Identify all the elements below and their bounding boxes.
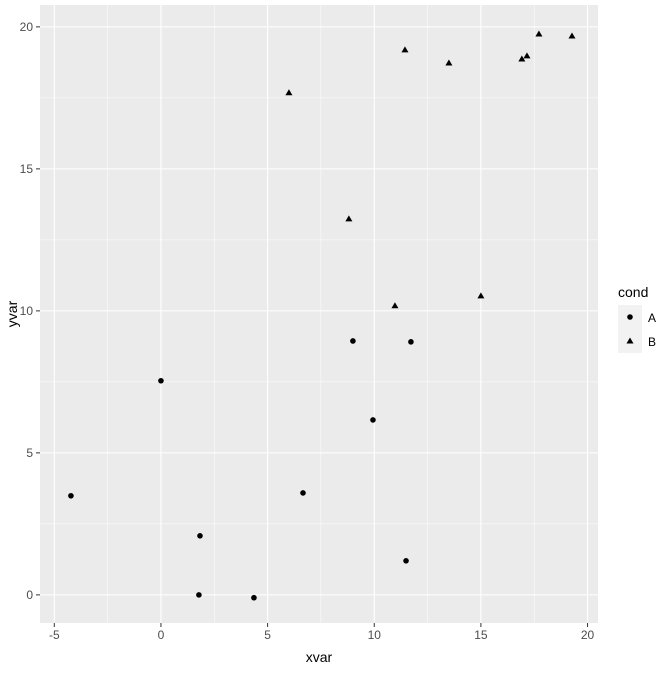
point-a [68, 492, 74, 499]
legend-marker-b [626, 337, 634, 344]
y-tick-label: 5 [26, 446, 33, 460]
legend-label-a: A [648, 311, 656, 325]
point-b [391, 302, 399, 309]
x-tick-label: 20 [581, 628, 595, 642]
x-tick-label: -5 [49, 628, 60, 642]
legend-marker-a [627, 314, 633, 320]
point-a [403, 558, 409, 564]
plot-panel [40, 5, 598, 623]
point-a [300, 490, 306, 496]
point-b [568, 32, 576, 39]
point-a [158, 377, 164, 384]
legend-label-b: B [648, 335, 656, 349]
point-a [251, 594, 257, 601]
point-a [197, 533, 203, 539]
point-b [445, 59, 453, 66]
x-tick-label: 10 [368, 628, 382, 642]
point-b [477, 292, 485, 299]
x-tick-label: 5 [264, 628, 271, 642]
x-tick-label: 15 [474, 628, 488, 642]
point-b [401, 46, 409, 53]
point-b [518, 55, 526, 62]
point-b [285, 89, 293, 96]
y-tick-label: 15 [20, 162, 34, 176]
y-tick-label: 20 [20, 20, 34, 34]
point-b [523, 52, 531, 59]
x-axis-label: xvar [306, 649, 333, 665]
point-b [535, 30, 543, 37]
y-tick-label: 0 [26, 588, 33, 602]
legend: cond A B [618, 284, 656, 353]
point-a [196, 592, 202, 598]
legend-title: cond [618, 284, 648, 300]
point-a [408, 339, 414, 345]
y-axis-label: yvar [4, 300, 20, 327]
point-b [345, 215, 353, 222]
point-a [370, 417, 376, 423]
y-tick-label: 10 [20, 304, 34, 318]
point-a [350, 338, 356, 344]
x-tick-label: 0 [158, 628, 165, 642]
